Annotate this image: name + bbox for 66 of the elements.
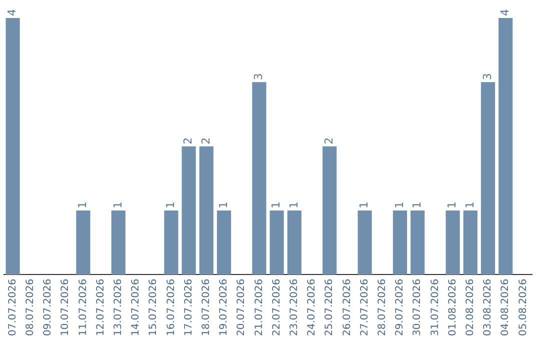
x-tick-label: 31.07.2026	[430, 278, 441, 336]
bar	[76, 210, 90, 275]
data-label: 2	[199, 137, 212, 144]
x-tick-label: 28.07.2026	[376, 278, 388, 336]
data-label: 1	[111, 202, 124, 209]
bar	[498, 18, 513, 275]
data-label: 1	[463, 202, 476, 209]
x-tick-label: 13.07.2026	[112, 278, 124, 336]
x-tick-label: 30.07.2026	[412, 278, 424, 336]
bar	[216, 210, 232, 275]
x-tick-label: 04.08.2026	[500, 278, 512, 336]
x-tick-label: 25.07.2026	[324, 278, 336, 336]
bar	[463, 210, 478, 275]
x-tick-label: 11.07.2026	[78, 278, 89, 336]
x-tick-label: 19.07.2026	[218, 278, 230, 336]
bar	[111, 210, 126, 275]
bar	[182, 146, 196, 275]
x-tick-label: 09.07.2026	[42, 278, 54, 336]
data-label: 2	[182, 137, 195, 144]
x-tick-label: 08.07.2026	[24, 278, 36, 336]
x-tick-label: 18.07.2026	[200, 278, 212, 336]
x-tick-label: 10.07.2026	[60, 278, 72, 336]
x-tick-label: 05.08.2026	[518, 278, 529, 336]
x-tick-label: 12.07.2026	[95, 278, 106, 336]
x-tick-label: 15.07.2026	[148, 278, 160, 336]
bar	[480, 82, 496, 275]
data-label: 1	[164, 202, 178, 209]
data-label: 1	[392, 202, 406, 209]
x-tick-label: 07.07.2026	[7, 278, 18, 336]
x-tick-label: 16.07.2026	[166, 278, 177, 336]
x-tick-label: 01.08.2026	[447, 278, 458, 336]
bar	[322, 146, 337, 275]
data-label: 4	[6, 9, 19, 16]
x-tick-label: 17.07.2026	[183, 278, 194, 336]
data-label: 1	[358, 202, 371, 209]
x-tick-label: 14.07.2026	[130, 278, 142, 336]
data-label: 1	[410, 202, 424, 209]
x-tick-label: 27.07.2026	[359, 278, 370, 336]
bar	[358, 210, 372, 275]
data-label: 4	[498, 9, 512, 16]
data-label: 1	[270, 202, 283, 209]
bar	[446, 210, 460, 275]
data-label: 1	[216, 202, 230, 209]
data-label: 1	[76, 202, 90, 209]
data-label: 3	[480, 73, 494, 80]
bar	[199, 146, 214, 275]
bar	[287, 210, 302, 275]
data-label: 1	[446, 202, 459, 209]
x-tick-label: 29.07.2026	[394, 278, 406, 336]
x-tick-label: 21.07.2026	[254, 278, 265, 336]
bar	[164, 210, 178, 275]
x-tick-label: 02.08.2026	[464, 278, 476, 336]
data-label: 2	[322, 137, 336, 144]
x-tick-label: 03.08.2026	[482, 278, 494, 336]
x-tick-label: 24.07.2026	[306, 278, 318, 336]
x-tick-label: 26.07.2026	[342, 278, 353, 336]
data-label: 1	[287, 202, 300, 209]
x-tick-label: 20.07.2026	[236, 278, 248, 336]
bar	[6, 18, 20, 275]
data-label: 3	[252, 73, 266, 80]
bar	[252, 82, 266, 275]
x-tick-label: 22.07.2026	[271, 278, 282, 336]
bar	[392, 210, 408, 275]
bar	[410, 210, 425, 275]
x-tick-label: 23.07.2026	[288, 278, 300, 336]
bar	[270, 210, 284, 275]
